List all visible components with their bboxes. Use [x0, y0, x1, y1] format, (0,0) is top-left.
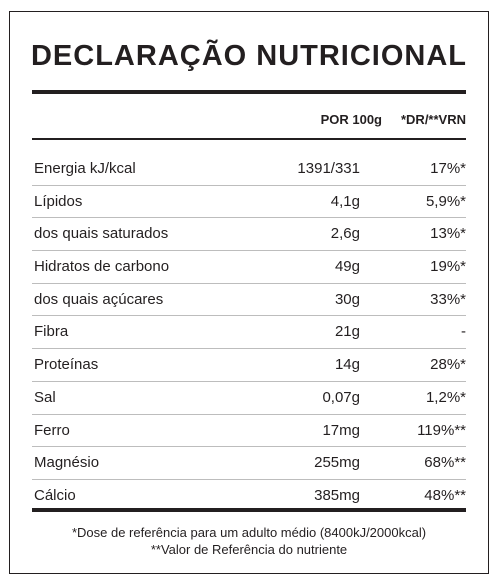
nutrient-value: 49g	[334, 258, 360, 276]
header-per-100g: POR 100g	[320, 112, 382, 127]
nutrient-value: 255mg	[314, 454, 360, 472]
nutrient-value: 2,6g	[330, 225, 360, 243]
nutrient-row-iron: Ferro 17mg 119%**	[32, 415, 466, 448]
header-divider	[32, 138, 466, 140]
nutrient-value: 4,1g	[330, 192, 360, 210]
nutrient-row-saturated: dos quais saturados 2,6g 13%*	[32, 218, 466, 252]
nutrition-label: DECLARAÇÃO NUTRICIONAL POR 100g *DR/**VR…	[9, 11, 489, 574]
nutrient-percent: 17%*	[430, 160, 466, 177]
nutrient-table: Energia kJ/kcal 1391/331 17%* Lípidos 4,…	[32, 153, 466, 512]
nutrient-name: dos quais saturados	[34, 225, 169, 243]
nutrient-row-protein: Proteínas 14g 28%*	[32, 349, 466, 382]
nutrient-row-fat: Lípidos 4,1g 5,9%*	[32, 186, 466, 219]
nutrient-row-fibre: Fibra 21g -	[32, 316, 466, 350]
nutrient-value: 385mg	[314, 486, 360, 504]
nutrient-value: 1391/331	[297, 160, 360, 177]
footnote-vrn: **Valor de Referência do nutriente	[150, 542, 348, 557]
nutrient-row-carbohydrates: Hidratos de carbono 49g 19%*	[32, 251, 466, 284]
footer-divider	[32, 508, 466, 512]
title-divider	[32, 90, 466, 94]
nutrient-percent: 1,2%*	[425, 388, 466, 406]
nutrient-percent: 13%*	[430, 225, 466, 243]
nutrient-name: Sal	[34, 388, 56, 406]
nutrient-percent: 5,9%*	[425, 192, 466, 210]
nutrient-name: Lípidos	[34, 192, 83, 210]
nutrient-row-magnesium: Magnésio 255mg 68%**	[32, 447, 466, 480]
nutrient-value: 14g	[334, 356, 360, 374]
nutrient-row-salt: Sal 0,07g 1,2%*	[32, 382, 466, 415]
nutrient-percent: 48%**	[424, 486, 466, 504]
nutrient-name: Cálcio	[34, 486, 76, 504]
label-title: DECLARAÇÃO NUTRICIONAL	[30, 40, 468, 72]
nutrient-percent: 19%*	[430, 258, 466, 276]
nutrient-percent: 33%*	[430, 290, 466, 308]
nutrient-percent: -	[461, 323, 466, 341]
nutrient-value: 0,07g	[322, 388, 360, 406]
nutrient-percent: 28%*	[430, 356, 466, 374]
nutrient-name: dos quais açúcares	[34, 290, 164, 308]
footnote-dr: *Dose de referência para um adulto médio…	[71, 525, 427, 540]
nutrient-value: 21g	[334, 323, 360, 341]
nutrient-percent: 119%**	[417, 421, 466, 439]
nutrient-value: 30g	[334, 290, 360, 308]
nutrient-name: Proteínas	[34, 356, 99, 374]
nutrient-row-sugars: dos quais açúcares 30g 33%*	[32, 284, 466, 317]
nutrient-row-calcium: Cálcio 385mg 48%**	[32, 480, 466, 512]
nutrient-name: Magnésio	[34, 454, 100, 472]
nutrient-row-energy: Energia kJ/kcal 1391/331 17%*	[32, 153, 466, 186]
nutrient-value: 17mg	[322, 421, 360, 439]
header-dr-vrn: *DR/**VRN	[400, 112, 466, 127]
nutrient-name: Hidratos de carbono	[34, 258, 170, 276]
nutrient-name: Energia kJ/kcal	[34, 160, 136, 177]
nutrient-name: Fibra	[34, 323, 69, 341]
nutrient-name: Ferro	[34, 421, 70, 439]
nutrient-percent: 68%**	[424, 454, 466, 472]
